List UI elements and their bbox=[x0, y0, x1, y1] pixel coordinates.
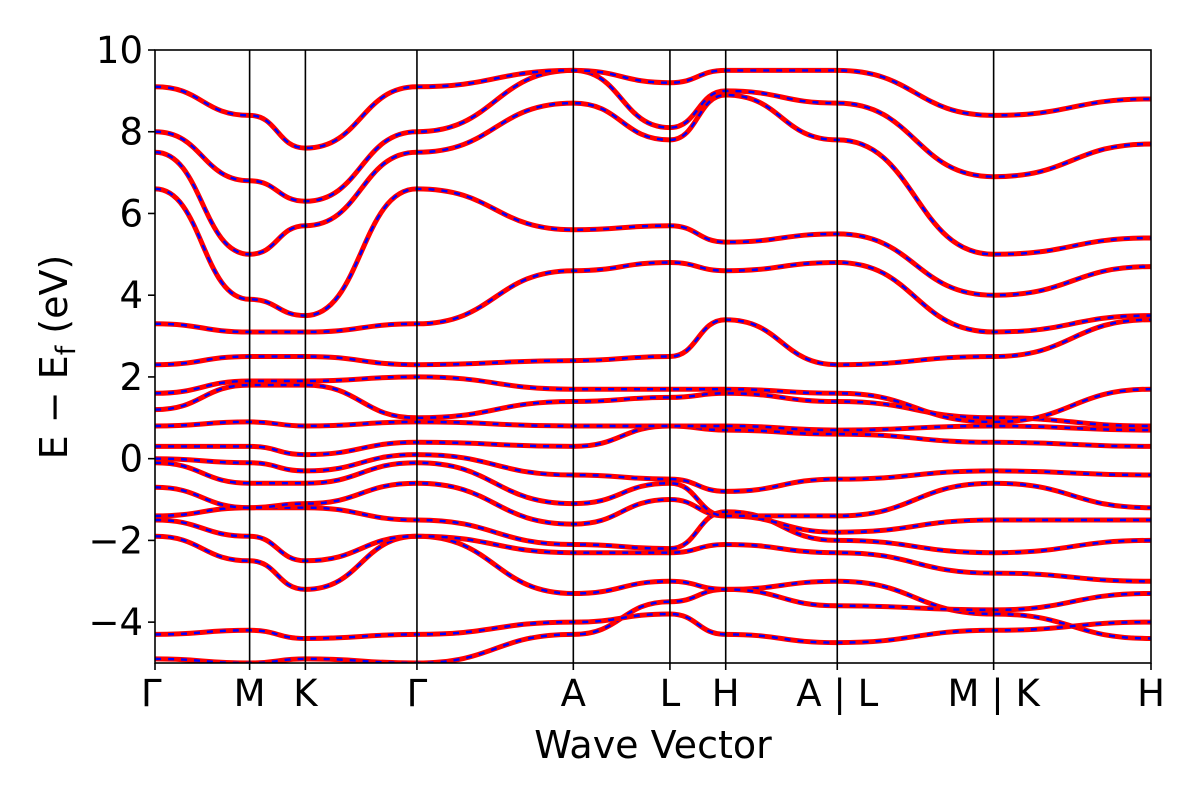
band-17-overlay bbox=[155, 69, 1151, 203]
y-axis-label-subscript: f bbox=[51, 344, 82, 355]
x-axis-label: Wave Vector bbox=[534, 723, 772, 767]
band-lines bbox=[155, 67, 1151, 663]
band-3 bbox=[155, 533, 1151, 613]
band-1 bbox=[155, 578, 1151, 663]
band-1-primary bbox=[155, 578, 1151, 663]
x-tick-label-8: A | L bbox=[796, 672, 878, 715]
y-tick-label-1: 10 bbox=[96, 29, 143, 72]
band-12 bbox=[155, 374, 1151, 425]
band-3-overlay bbox=[155, 535, 1151, 612]
band-14 bbox=[155, 259, 1151, 335]
band-18-overlay bbox=[155, 69, 1151, 150]
x-tick-label-3: K bbox=[293, 672, 319, 715]
band-17 bbox=[155, 67, 1151, 204]
y-tick-label-7: −2 bbox=[88, 519, 143, 562]
band-2 bbox=[155, 611, 1151, 646]
band-2-primary bbox=[155, 611, 1151, 646]
y-tick-label-2: 8 bbox=[119, 111, 143, 154]
band-6 bbox=[155, 480, 1151, 535]
band-12-overlay bbox=[155, 375, 1151, 424]
band-9-overlay bbox=[155, 424, 1151, 456]
band-5-overlay bbox=[155, 506, 1151, 554]
band-10 bbox=[155, 419, 1151, 433]
band-6-overlay bbox=[155, 481, 1151, 534]
band-2-overlay bbox=[155, 612, 1151, 644]
x-tick-label-9: M | K bbox=[948, 672, 1042, 715]
band-10-overlay bbox=[155, 420, 1151, 432]
band-8 bbox=[155, 452, 1151, 494]
x-tick-label-7: H bbox=[712, 672, 740, 715]
x-tick-label-5: A bbox=[561, 672, 586, 715]
y-tick-label-6: 0 bbox=[119, 438, 143, 481]
band-4-overlay bbox=[155, 518, 1151, 583]
band-4 bbox=[155, 517, 1151, 584]
band-7 bbox=[155, 460, 1151, 519]
band-9-primary bbox=[155, 423, 1151, 458]
x-tick-label-2: M bbox=[234, 672, 266, 715]
band-1-overlay bbox=[155, 580, 1151, 663]
y-tick-label-3: 6 bbox=[119, 192, 143, 235]
band-16-overlay bbox=[155, 93, 1151, 256]
y-tick-label-8: −4 bbox=[88, 601, 143, 644]
y-tick-label-4: 4 bbox=[119, 274, 143, 317]
band-15 bbox=[155, 186, 1151, 319]
band-8-overlay bbox=[155, 453, 1151, 493]
y-axis-label-main: E − E bbox=[32, 355, 76, 459]
y-axis-label-unit: (eV) bbox=[32, 255, 76, 346]
band-15-primary bbox=[155, 186, 1151, 319]
band-5-primary bbox=[155, 505, 1151, 556]
y-axis-label: E − Ef (eV) bbox=[32, 255, 82, 460]
band-18 bbox=[155, 67, 1151, 151]
high-symmetry-lines bbox=[248, 50, 995, 663]
x-tick-label-6: L bbox=[660, 672, 681, 715]
band-16 bbox=[155, 92, 1151, 257]
band-13 bbox=[155, 317, 1151, 368]
plot-frame bbox=[154, 49, 1152, 664]
band-14-overlay bbox=[155, 261, 1151, 334]
band-13-primary bbox=[155, 317, 1151, 368]
x-tick-label-10: H bbox=[1137, 672, 1165, 715]
band-7-overlay bbox=[155, 461, 1151, 518]
x-tick-label-1: Γ bbox=[141, 672, 162, 715]
band-9 bbox=[155, 423, 1151, 458]
x-tick-label-4: Γ bbox=[407, 672, 428, 715]
band-5 bbox=[155, 505, 1151, 556]
y-axis: 10 8 6 4 2 0 −2 −4 bbox=[88, 29, 155, 644]
y-tick-label-5: 2 bbox=[119, 356, 143, 399]
